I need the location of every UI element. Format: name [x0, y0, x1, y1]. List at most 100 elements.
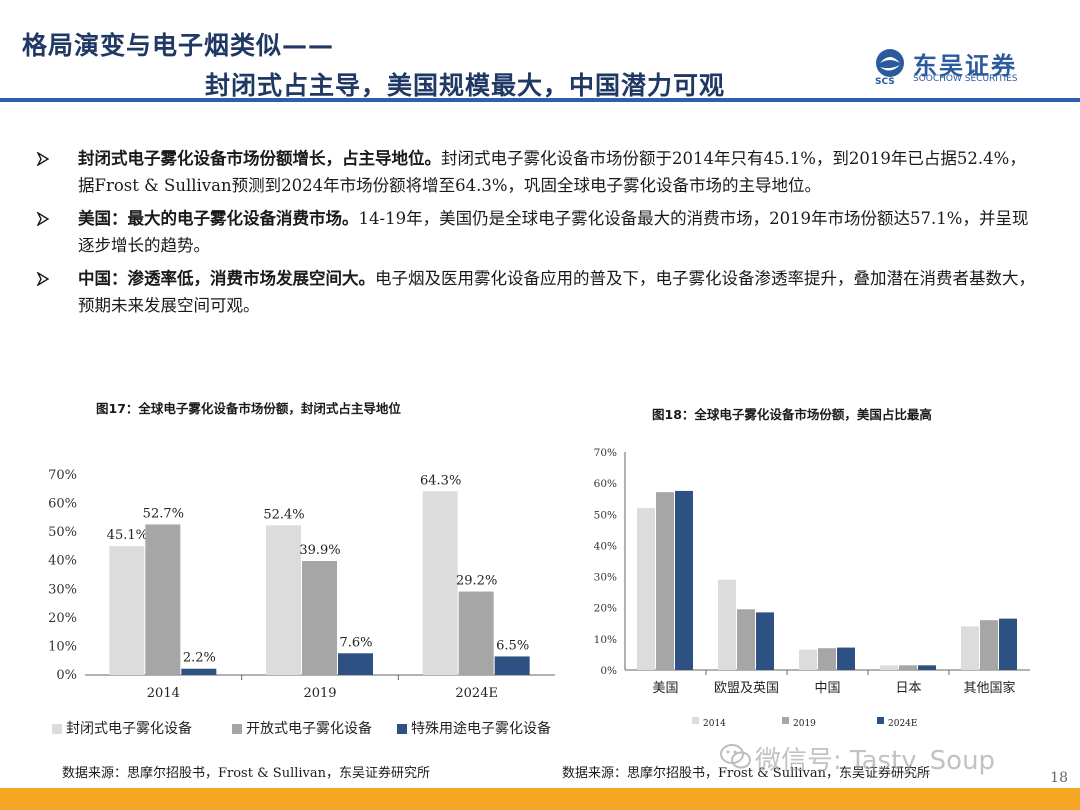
bar-特殊用途电子雾化设备-2024E [494, 656, 530, 675]
x-tick-label: 欧盟及英国 [714, 681, 779, 696]
bar-封闭式电子雾化设备-2019 [266, 525, 301, 675]
logo-abbreviation: SCS [875, 77, 895, 87]
legend-label: 封闭式电子雾化设备 [66, 720, 192, 737]
x-tick-label: 其他国家 [963, 680, 1015, 696]
bullet-item-2: 美国：最大的电子雾化设备消费市场。14-19年，美国仍是全球电子雾化设备最大的消… [36, 205, 1036, 259]
chart-1-title: 图17：全球电子雾化设备市场份额，封闭式占主导地位 [96, 401, 401, 416]
bar-特殊用途电子雾化设备-2019 [338, 653, 373, 675]
bar-开放式电子雾化设备-2019 [302, 561, 337, 675]
bar-封闭式电子雾化设备-2014 [109, 546, 145, 675]
y-tick-label: 40% [594, 540, 617, 552]
y-tick-label: 0% [56, 668, 77, 683]
bullet-1-body: 封闭式电子雾化设备市场份额于2014年只有45.1%，到2019年已占据52.4… [78, 149, 1026, 195]
arrow-bullet-icon [36, 212, 50, 226]
company-logo: SCS 东吴证券 SOOCHOW SECURITIES [873, 44, 1043, 90]
data-label: 7.6% [339, 635, 372, 650]
bar-2019-欧盟及英国 [737, 609, 755, 670]
bar-2014-其他国家 [961, 626, 979, 670]
bar-2024E-欧盟及英国 [756, 612, 774, 670]
bullet-item-1: 封闭式电子雾化设备市场份额增长，占主导地位。封闭式电子雾化设备市场份额于2014… [36, 145, 1036, 199]
bar-2014-欧盟及英国 [718, 579, 736, 670]
legend-swatch [232, 724, 242, 734]
bar-2014-日本 [880, 665, 898, 670]
data-label: 29.2% [456, 574, 497, 589]
bullet-1-headline: 封闭式电子雾化设备市场份额增长，占主导地位。 [78, 149, 441, 168]
y-tick-label: 50% [594, 509, 617, 521]
y-tick-label: 60% [48, 497, 77, 512]
bar-封闭式电子雾化设备-2024E [422, 491, 458, 675]
chart-1-market-share-by-type: 0% 10% 20% 30% 40% 50% 60% 70% 45.1% 52.7% 2.2% 201… [48, 468, 555, 737]
bar-2019-美国 [656, 492, 674, 670]
bar-2024E-美国 [675, 490, 693, 670]
logo-english-name: SOOCHOW SECURITIES [913, 74, 1018, 84]
y-tick-label: 70% [48, 468, 77, 483]
bar-2019-中国 [818, 648, 836, 670]
footer-bar [0, 788, 1080, 810]
y-tick-label: 10% [594, 634, 617, 646]
bar-特殊用途电子雾化设备-2014 [181, 668, 217, 675]
bullet-list: 封闭式电子雾化设备市场份额增长，占主导地位。封闭式电子雾化设备市场份额于2014… [36, 145, 1036, 325]
x-tick-label: 2024E [455, 686, 498, 701]
bar-2014-美国 [637, 508, 655, 670]
data-label: 64.3% [420, 473, 461, 488]
bar-2019-日本 [899, 665, 917, 670]
x-tick-label: 2019 [303, 686, 336, 701]
page-number: 18 [1050, 770, 1068, 786]
x-tick-label: 2014 [147, 686, 180, 701]
y-tick-label: 30% [48, 582, 77, 597]
data-label: 45.1% [107, 528, 148, 543]
bar-2024E-其他国家 [999, 618, 1017, 670]
bullet-3-headline: 中国：渗透率低，消费市场发展空间大。 [78, 269, 375, 288]
legend-label: 开放式电子雾化设备 [246, 720, 372, 737]
y-tick-label: 60% [594, 478, 617, 490]
title-line-2: 封闭式占主导，美国规模最大，中国潜力可观 [205, 71, 726, 100]
x-tick-label: 美国 [652, 681, 678, 696]
y-tick-label: 0% [600, 665, 617, 677]
legend-swatch [52, 724, 62, 734]
bar-开放式电子雾化设备-2024E [458, 591, 494, 675]
data-label: 6.5% [496, 638, 529, 653]
logo-chinese-name: 东吴证券 [913, 52, 1017, 80]
chart-1-source: 数据来源：思摩尔招股书，Frost & Sullivan，东吴证券研究所 [62, 766, 431, 781]
legend-label: 2024E [888, 719, 917, 729]
arrow-bullet-icon [36, 152, 50, 166]
bullet-2-headline: 美国：最大的电子雾化设备消费市场。 [78, 209, 359, 228]
chart-2-market-share-by-region: 0% 10% 20% 30% 40% 50% 60% 70% 美国 欧盟及英国 中国 日本 其他国家 20… [594, 447, 1030, 729]
bullet-2-body: 14-19年，美国仍是全球电子雾化设备最大的消费市场，2019年市场份额达57.… [78, 209, 1029, 255]
chart-2-title: 图18：全球电子雾化设备市场份额，美国占比最高 [652, 407, 932, 422]
data-label: 52.4% [263, 507, 304, 522]
bar-2019-其他国家 [980, 620, 998, 670]
y-tick-label: 20% [594, 603, 617, 615]
y-tick-label: 10% [48, 639, 77, 654]
y-tick-label: 50% [48, 525, 77, 540]
bar-2014-中国 [799, 649, 817, 670]
y-tick-label: 40% [48, 554, 77, 569]
arrow-bullet-icon [36, 272, 50, 286]
title-line-1: 格局演变与电子烟类似—— [22, 31, 335, 60]
data-label: 39.9% [299, 543, 340, 558]
bar-2024E-中国 [837, 647, 855, 670]
legend-swatch [397, 724, 407, 734]
x-tick-label: 日本 [895, 681, 921, 696]
data-label: 52.7% [143, 506, 184, 521]
x-tick-label: 中国 [814, 681, 840, 696]
watermark-text: 微信号: Tasty_Soup [755, 746, 996, 776]
y-tick-label: 30% [594, 572, 617, 584]
wechat-icon [720, 744, 751, 769]
bar-2024E-日本 [918, 665, 936, 670]
y-tick-label: 20% [48, 611, 77, 626]
legend-label: 特殊用途电子雾化设备 [411, 720, 551, 737]
legend-swatch [782, 717, 789, 724]
legend-swatch [877, 717, 884, 724]
logo-mark-icon [876, 49, 904, 77]
legend-label: 2014 [703, 719, 726, 729]
y-tick-label: 70% [594, 447, 617, 459]
chart-2-source: 数据来源：思摩尔招股书，Frost & Sullivan，东吴证券研究所 [562, 766, 931, 781]
bar-开放式电子雾化设备-2014 [145, 524, 181, 675]
bullet-item-3: 中国：渗透率低，消费市场发展空间大。电子烟及医用雾化设备应用的普及下，电子雾化设… [36, 265, 1036, 319]
header-divider [0, 98, 1080, 102]
bullet-3-body: 电子烟及医用雾化设备应用的普及下，电子雾化设备渗透率提升，叠加潜在消费者基数大，… [78, 269, 1035, 315]
legend-swatch [692, 717, 699, 724]
legend-label: 2019 [793, 719, 816, 729]
data-label: 2.2% [183, 651, 216, 666]
